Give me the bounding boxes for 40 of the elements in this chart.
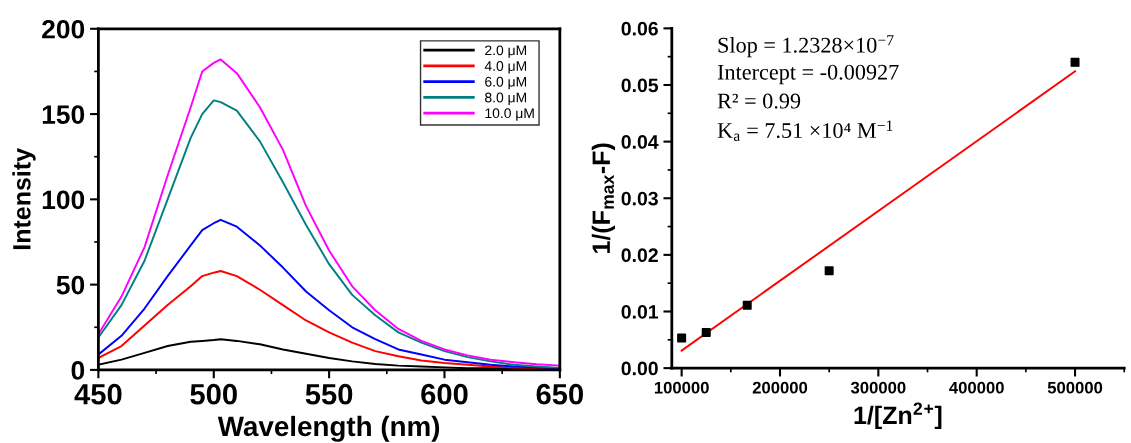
legend-label: 8.0 μM <box>485 92 527 105</box>
annotation: Intercept = -0.00927 <box>717 64 899 85</box>
x-tick-label: 550 <box>305 383 353 405</box>
x-tick-label: 300000 <box>850 381 906 394</box>
point <box>701 327 711 337</box>
y-tick-label: 0.00 <box>621 361 658 376</box>
legend-label: 6.0 μM <box>485 76 527 90</box>
legend-label: 10.0 μM <box>485 108 534 121</box>
y-tick-label: 0.06 <box>621 21 658 36</box>
annotation: K$_{a}$ = 7.51 ×10⁴ M$^{−1}$ <box>717 120 893 142</box>
annotation: R² = 0.99 <box>717 93 801 109</box>
y-axis-title: 1/(F$_{max}$-F) <box>591 143 616 253</box>
x-axis-title: Wavelength (nm) <box>217 415 440 442</box>
y-axis-title: Intensity <box>12 148 36 250</box>
x-tick-label: 500 <box>190 383 237 405</box>
x-axis-title: 1/[Zn$^{2+}$] <box>854 402 942 430</box>
x-tick-label: 650 <box>536 383 583 405</box>
point <box>742 300 752 310</box>
y-tick-label: 100 <box>42 190 85 210</box>
x-tick-label: 100000 <box>654 381 709 394</box>
point <box>677 333 687 343</box>
y-tick-label: 0.05 <box>621 78 659 93</box>
y-tick-label: 0.03 <box>621 191 658 206</box>
x-tick-label: 450 <box>74 383 122 405</box>
x-tick-label: 600 <box>421 383 468 405</box>
x-tick-label: 400000 <box>949 381 1004 394</box>
point <box>824 266 834 276</box>
legend-label: 4.0 μM <box>484 61 527 74</box>
legend-label: 2.0 μM <box>485 45 527 58</box>
y-tick-label: 0.02 <box>621 248 658 263</box>
y-tick-label: 150 <box>42 105 85 124</box>
annotation: Slop = 1.2328×10$^{−7}$ <box>718 35 894 58</box>
point <box>1070 57 1080 67</box>
y-tick-label: 0.04 <box>621 135 659 149</box>
y-tick-label: 0.01 <box>621 304 659 319</box>
x-tick-label: 200000 <box>752 381 808 394</box>
y-tick-label: 200 <box>42 19 85 39</box>
x-tick-label: 500000 <box>1047 381 1103 394</box>
y-tick-label: 0 <box>71 361 85 380</box>
y-tick-label: 50 <box>56 275 85 295</box>
